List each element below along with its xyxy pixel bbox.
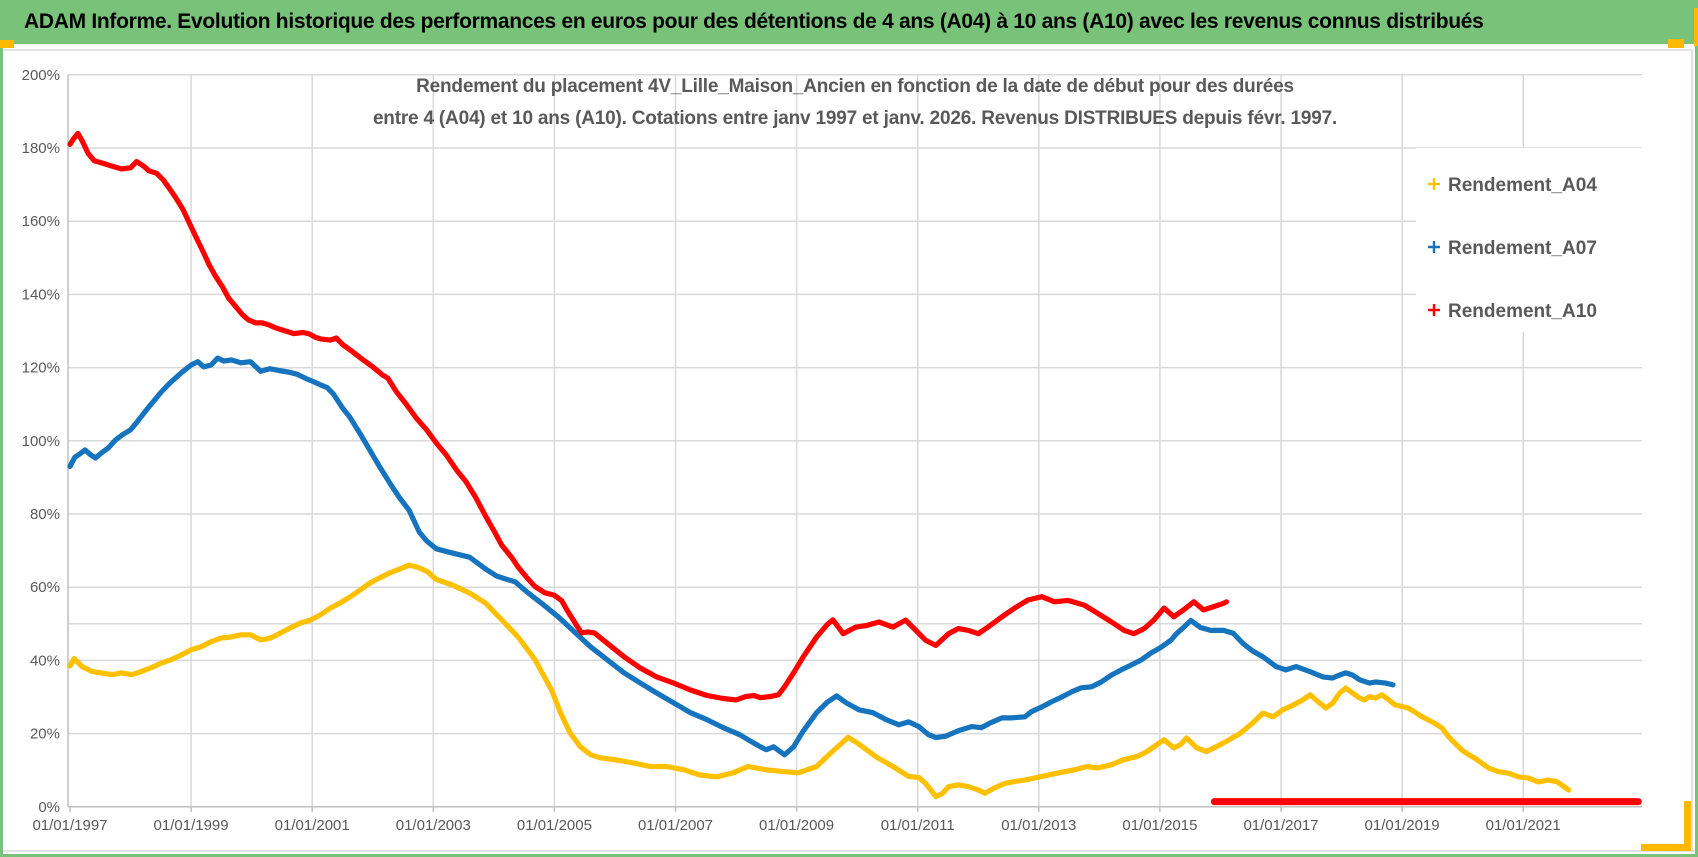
chart-title: Rendement du placement 4V_Lille_Maison_A…: [373, 76, 1337, 129]
y-axis-label-180%: 180%: [22, 140, 60, 157]
y-axis-label-60%: 60%: [30, 579, 60, 596]
x-axis-label: 01/01/2001: [275, 817, 350, 834]
series-rendement_a10[interactable]: [67, 130, 1230, 703]
x-axis-label: 01/01/2021: [1486, 817, 1561, 834]
x-axis-label: 01/01/1999: [154, 817, 229, 834]
y-axis-label-80%: 80%: [30, 506, 60, 523]
y-axis-label-40%: 40%: [30, 652, 60, 669]
header-bar: ADAM Informe. Evolution historique des p…: [0, 0, 1698, 44]
worksheet-area[interactable]: [3, 44, 1695, 854]
x-axis-label: 01/01/2005: [517, 817, 592, 834]
legend-background: [1416, 148, 1688, 332]
legend-item-a10[interactable]: Rendement_A10: [1428, 301, 1597, 322]
plus-marker-icon: [1428, 304, 1440, 316]
x-axis-label: 01/01/2015: [1122, 817, 1197, 834]
selection-handle-right: [1668, 39, 1684, 48]
legend-label: Rendement_A10: [1448, 301, 1597, 322]
y-axis-label-160%: 160%: [22, 213, 60, 230]
y-axis-label-0%: 0%: [38, 799, 60, 816]
x-axis-label: 01/01/1997: [32, 817, 107, 834]
x-axis-label: 01/01/2007: [638, 817, 713, 834]
y-axis-label-200%: 200%: [22, 67, 60, 84]
selection-corner-bracket-h: [1641, 844, 1691, 851]
chart-title-line1: Rendement du placement 4V_Lille_Maison_A…: [416, 76, 1294, 97]
selection-corner-bracket-v: [1684, 801, 1691, 850]
x-axis-label: 01/01/2011: [881, 817, 955, 834]
plot-area: 0% 20% 40% 60% 80% 100% 120% 140% 160% 180% 200% 01…: [22, 67, 1642, 834]
y-axis-label-100%: 100%: [22, 433, 60, 450]
chart-title-line2: entre 4 (A04) et 10 ans (A10). Cotations…: [373, 108, 1337, 129]
legend-label: Rendement_A07: [1448, 238, 1597, 259]
y-axis-label-20%: 20%: [30, 726, 60, 743]
selection-handles: [0, 8, 1698, 851]
legend-item-a07[interactable]: Rendement_A07: [1428, 238, 1597, 259]
header-title: ADAM Informe. Evolution historique des p…: [24, 10, 1484, 33]
selection-handle-top-right: [1694, 8, 1698, 46]
x-axis-label: 01/01/2013: [1001, 817, 1076, 834]
legend: Rendement_A04 Rendement_A07 Rendement_A1…: [1416, 148, 1688, 332]
selection-handle-left: [0, 40, 14, 48]
series-rendement_a04[interactable]: [67, 562, 1572, 800]
x-axis-label: 01/01/2019: [1365, 817, 1440, 834]
plus-marker-icon: [1428, 178, 1440, 190]
y-axis-label-120%: 120%: [22, 360, 60, 377]
x-axis-label: 01/01/2009: [759, 817, 834, 834]
x-axis-label: 01/01/2017: [1243, 817, 1318, 834]
plus-marker-icon: [1428, 241, 1440, 253]
series-rendement_a07[interactable]: [67, 355, 1396, 758]
x-axis-label: 01/01/2003: [396, 817, 471, 834]
legend-item-a04[interactable]: Rendement_A04: [1428, 175, 1597, 196]
legend-label: Rendement_A04: [1448, 175, 1597, 196]
y-axis-label-140%: 140%: [22, 286, 60, 303]
